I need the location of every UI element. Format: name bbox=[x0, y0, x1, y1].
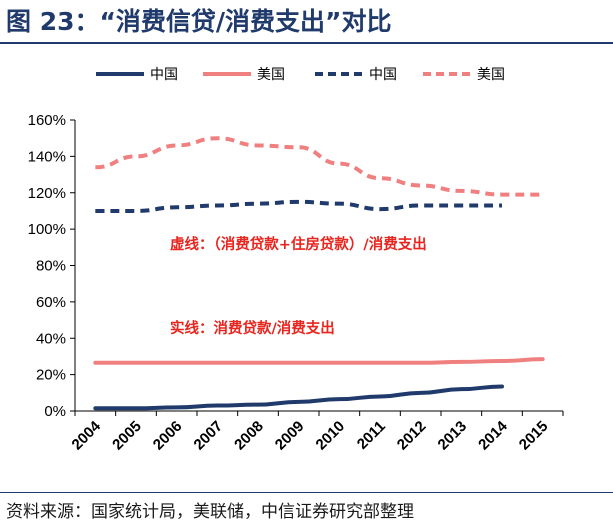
x-tick-label: 2012 bbox=[394, 418, 430, 454]
legend-label: 美国 bbox=[257, 67, 285, 83]
chart-title: 图 23：“消费信贷/消费支出”对比 bbox=[6, 7, 392, 36]
x-tick-label: 2006 bbox=[150, 418, 186, 454]
footer-divider bbox=[0, 492, 613, 493]
x-tick-label: 2008 bbox=[231, 418, 267, 454]
x-tick-label: 2005 bbox=[109, 418, 145, 454]
legend-label: 中国 bbox=[150, 67, 178, 83]
y-tick-label: 120% bbox=[28, 185, 66, 202]
title-divider bbox=[0, 42, 613, 44]
y-tick-label: 80% bbox=[36, 258, 66, 275]
series-line-dashed-us bbox=[95, 136, 543, 197]
source-note: 资料来源：国家统计局，美联储，中信证券研究部整理 bbox=[6, 502, 414, 522]
series-line-dashed-china bbox=[95, 199, 502, 213]
y-tick-label: 20% bbox=[36, 367, 66, 384]
x-tick-label: 2004 bbox=[69, 417, 105, 453]
y-tick-label: 40% bbox=[36, 330, 66, 347]
series-line-solid-china bbox=[93, 384, 504, 411]
chart-annotation: 实线：消费贷款/消费支出 bbox=[170, 319, 335, 337]
x-tick-label: 2009 bbox=[272, 418, 308, 454]
x-tick-label: 2014 bbox=[475, 417, 511, 453]
x-tick-label: 2015 bbox=[516, 418, 552, 454]
y-tick-label: 0% bbox=[44, 403, 66, 420]
legend-label: 美国 bbox=[477, 67, 505, 83]
y-tick-label: 160% bbox=[28, 112, 66, 129]
x-tick-label: 2011 bbox=[354, 418, 389, 453]
x-tick-label: 2007 bbox=[191, 418, 227, 454]
x-tick-label: 2010 bbox=[313, 418, 349, 454]
legend-label: 中国 bbox=[369, 67, 397, 83]
x-tick-label: 2013 bbox=[435, 418, 471, 454]
chart-annotation: 虚线：（消费贷款+住房贷款）/消费支出 bbox=[170, 235, 427, 253]
line-chart: 0%20%40%60%80%100%120%140%160%2004 2005 20… bbox=[28, 67, 564, 454]
y-tick-label: 60% bbox=[36, 294, 66, 311]
series-line-solid-us bbox=[93, 357, 545, 365]
y-tick-label: 140% bbox=[28, 148, 66, 165]
y-tick-label: 100% bbox=[28, 221, 66, 238]
